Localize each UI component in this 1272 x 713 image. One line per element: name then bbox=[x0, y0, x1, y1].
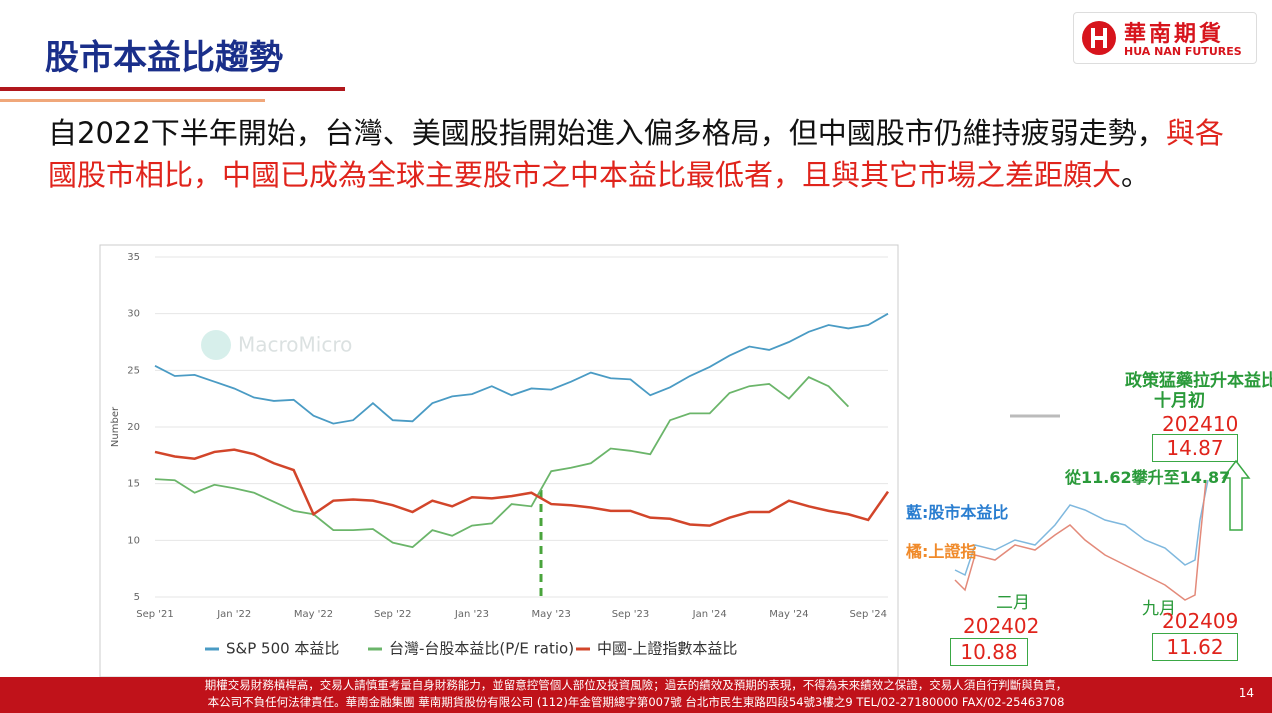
paragraph: 自2022下半年開始，台灣、美國股指開始進入偏多格局，但中國股市仍維持疲弱走勢，… bbox=[48, 112, 1248, 196]
y-tick-label: 15 bbox=[127, 479, 140, 490]
x-tick-label: Sep '22 bbox=[374, 609, 412, 620]
annotation: 二月 bbox=[996, 593, 1030, 613]
x-tick-label: Sep '21 bbox=[136, 609, 174, 620]
logo-sub: HUA NAN FUTURES bbox=[1124, 45, 1242, 58]
annotation-date: 202409 bbox=[1162, 609, 1239, 633]
annotation: 從11.62攀升至14.87 bbox=[1065, 468, 1231, 487]
x-tick-label: Jan '22 bbox=[216, 609, 251, 620]
inset-chart bbox=[925, 405, 1255, 670]
slide-title: 股市本益比趨勢 bbox=[45, 38, 283, 78]
watermark-text: MacroMicro bbox=[238, 333, 352, 357]
y-tick-label: 30 bbox=[127, 309, 140, 320]
paragraph-text: 自2022下半年開始，台灣、美國股指開始進入偏多格局，但中國股市仍維持疲弱走勢， bbox=[48, 116, 1166, 150]
y-tick-label: 25 bbox=[127, 365, 140, 376]
paragraph-highlight: 與各國股市相比，中國已成為全球主要股市之中本益比最低者，且與其它市場之差距頗大 bbox=[48, 116, 1224, 192]
x-tick-label: Jan '23 bbox=[454, 609, 489, 620]
y-tick-label: 5 bbox=[134, 592, 140, 603]
logo-name: 華南期貨 bbox=[1124, 22, 1225, 47]
x-tick-label: May '23 bbox=[532, 609, 571, 620]
logo-icon bbox=[1082, 21, 1116, 55]
series-line bbox=[154, 312, 889, 425]
y-tick-label: 20 bbox=[127, 422, 140, 433]
legend-label: S&P 500 本益比 bbox=[226, 640, 339, 658]
x-tick-label: Jan '24 bbox=[692, 609, 727, 620]
x-tick-label: May '24 bbox=[769, 609, 808, 620]
footer: 期權交易財務槓桿高，交易人請慎重考量自身財務能力，並留意控管個人部位及投資風險；… bbox=[0, 677, 1272, 713]
annotation-value: 11.62 bbox=[1152, 633, 1238, 661]
annotation-value: 10.88 bbox=[950, 638, 1028, 666]
y-tick-label: 10 bbox=[127, 535, 140, 546]
x-tick-label: Sep '24 bbox=[849, 609, 887, 620]
annotation: 十月初 bbox=[1154, 391, 1205, 411]
annotation: 橘:上證指 bbox=[906, 542, 977, 561]
y-axis-label: Number bbox=[110, 406, 121, 447]
logo: 華南期貨 HUA NAN FUTURES bbox=[1073, 12, 1257, 64]
x-tick-label: May '22 bbox=[294, 609, 333, 620]
annotation-date: 202410 bbox=[1162, 412, 1239, 436]
chart-frame bbox=[99, 244, 899, 678]
series-line bbox=[154, 376, 850, 549]
page-number: 14 bbox=[1238, 686, 1254, 700]
title-rule-2 bbox=[0, 99, 265, 102]
title-rule bbox=[0, 87, 345, 91]
footer-text: 本公司不負任何法律責任。華南金融集團 華南期貨股份有限公司 (112)年金管期總… bbox=[207, 695, 1065, 709]
legend-label: 中國-上證指數本益比 bbox=[597, 640, 737, 658]
x-tick-label: Sep '23 bbox=[612, 609, 650, 620]
legend-label: 台灣-台股本益比(P/E ratio) bbox=[389, 640, 574, 658]
up-arrow bbox=[1221, 459, 1251, 531]
inset-line bbox=[954, 479, 1207, 601]
footer-text: 期權交易財務槓桿高，交易人請慎重考量自身財務能力，並留意控管個人部位及投資風險；… bbox=[204, 678, 1068, 692]
annotation-date: 202402 bbox=[963, 614, 1040, 638]
paragraph-text: 。 bbox=[1121, 158, 1151, 192]
annotation: 政策猛藥拉升本益比 bbox=[1125, 371, 1272, 391]
annotation: 九月 bbox=[1142, 599, 1176, 619]
annotation: 藍:股市本益比 bbox=[906, 503, 1009, 522]
watermark: MacroMicro bbox=[201, 330, 352, 360]
y-tick-label: 35 bbox=[127, 252, 140, 263]
inset-line bbox=[954, 479, 1209, 577]
annotation-value: 14.87 bbox=[1152, 434, 1238, 462]
series-line bbox=[154, 448, 890, 527]
